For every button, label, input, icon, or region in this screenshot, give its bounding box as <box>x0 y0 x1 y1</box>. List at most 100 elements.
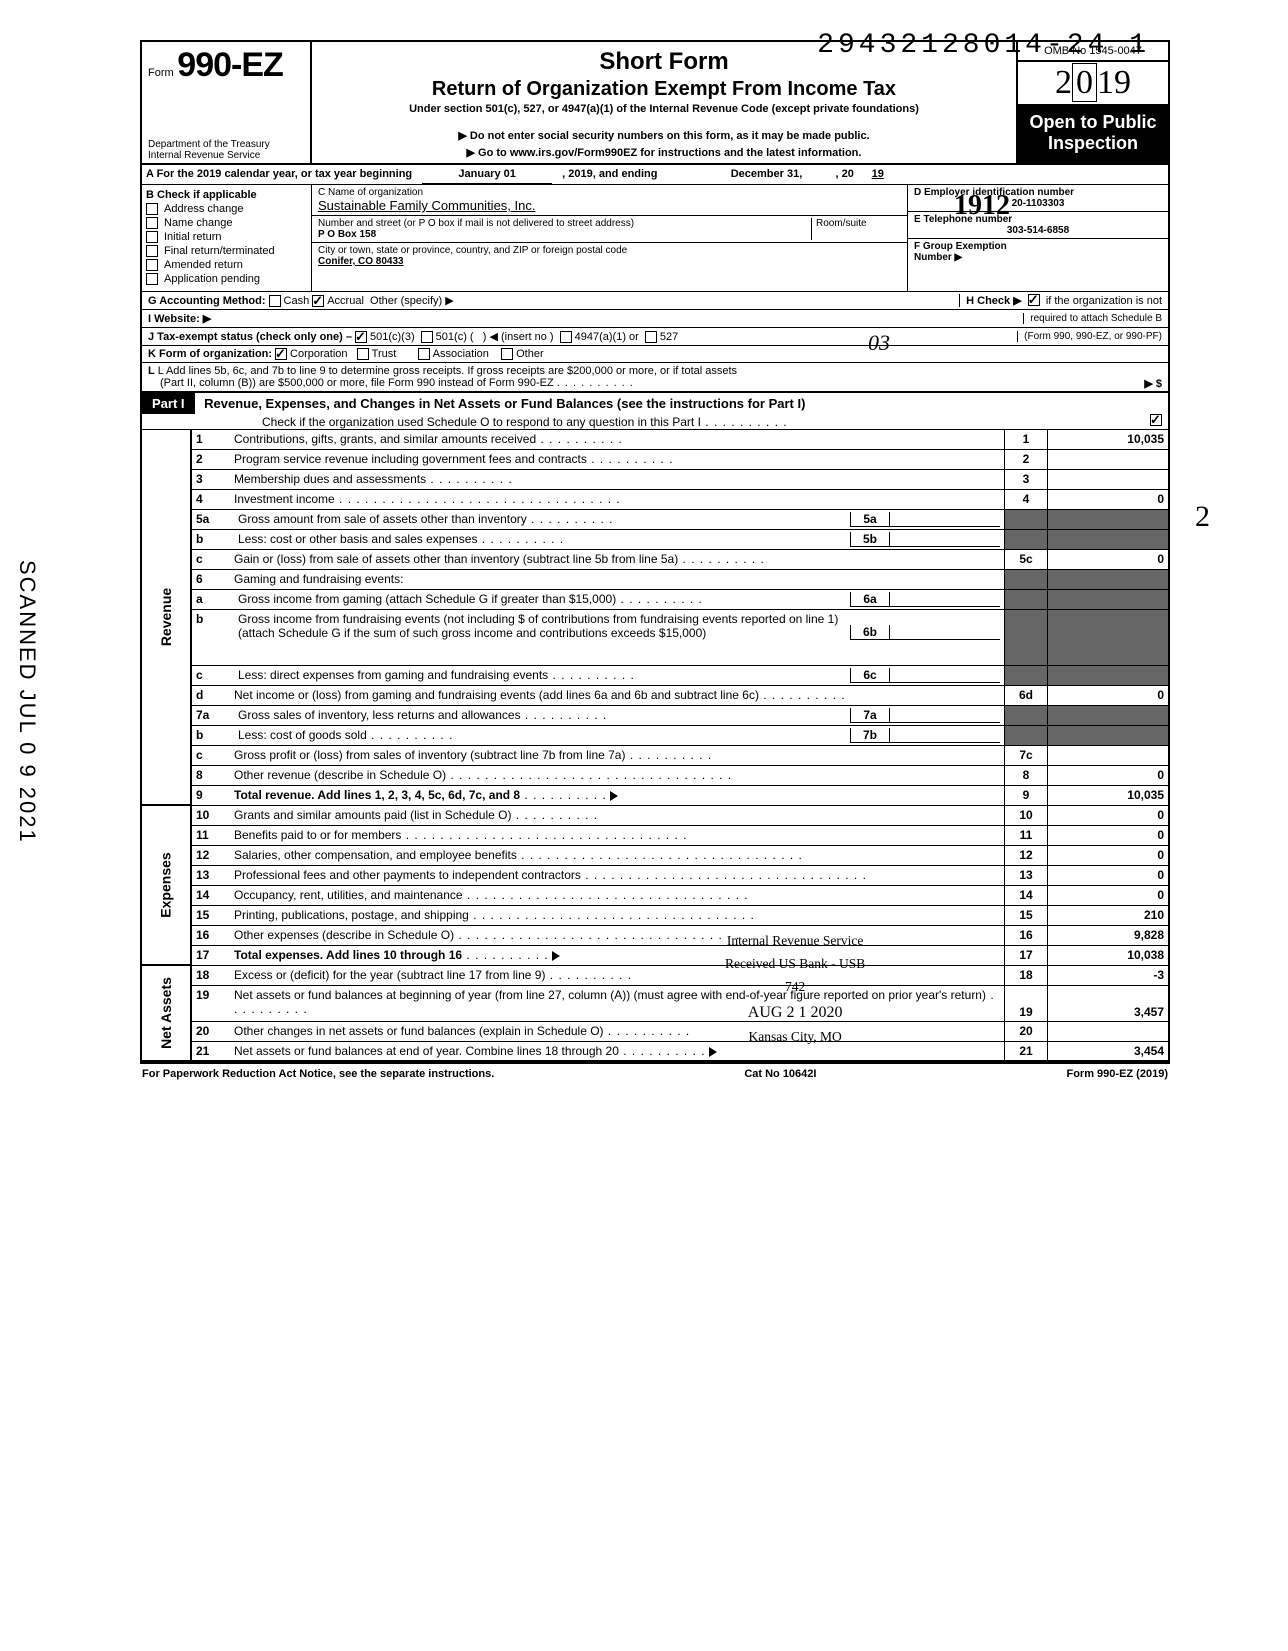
form-prefix: Form <box>148 67 174 79</box>
chk-4947[interactable] <box>560 331 572 343</box>
row-k: K Form of organization: Corporation Trus… <box>142 346 1168 363</box>
instr-ssn: ▶ Do not enter social security numbers o… <box>320 129 1008 142</box>
line-15-value[interactable]: 210 <box>1048 906 1168 926</box>
chk-sched-b[interactable] <box>1028 294 1040 306</box>
d-label: D Employer identification number <box>914 187 1162 198</box>
k-label: K Form of organization: <box>148 348 272 360</box>
j-label: J Tax-exempt status (check only one) – <box>148 331 352 343</box>
addr-label: Number and street (or P O box if mail is… <box>318 218 811 229</box>
row-g: G Accounting Method: Cash Accrual Other … <box>142 291 1168 310</box>
chk-accrual[interactable] <box>312 295 324 307</box>
open-public: Open to Public Inspection <box>1018 106 1168 163</box>
chk-initial-return[interactable]: Initial return <box>146 231 307 243</box>
line-11-value[interactable]: 0 <box>1048 826 1168 846</box>
c-label: C Name of organization <box>318 187 901 198</box>
line-18-value[interactable]: -3 <box>1048 966 1168 986</box>
chk-cash[interactable] <box>269 295 281 307</box>
row-j: J Tax-exempt status (check only one) – 5… <box>142 328 1168 346</box>
chk-501c[interactable] <box>421 331 433 343</box>
row-a: A For the 2019 calendar year, or tax yea… <box>142 165 1168 185</box>
footer-row: For Paperwork Reduction Act Notice, see … <box>140 1064 1170 1084</box>
org-name[interactable]: Sustainable Family Communities, Inc. <box>318 198 901 213</box>
dept-irs: Internal Revenue Service <box>148 151 304 162</box>
col-def: D Employer identification number 20-1103… <box>908 185 1168 291</box>
chk-other-org[interactable] <box>501 348 513 360</box>
handwritten-1912: 1912 <box>954 190 1010 222</box>
chk-amended[interactable]: Amended return <box>146 259 307 271</box>
dept-block: Department of the Treasury Internal Reve… <box>148 140 304 161</box>
f-block: F Group Exemption Number ▶ <box>908 239 1168 265</box>
line-1-value[interactable]: 10,035 <box>1048 430 1168 450</box>
end-year[interactable]: 19 <box>858 165 888 184</box>
line-9-value[interactable]: 10,035 <box>1048 786 1168 806</box>
chk-pending[interactable]: Application pending <box>146 273 307 285</box>
col-c: C Name of organization Sustainable Famil… <box>312 185 908 291</box>
line-13-value[interactable]: 0 <box>1048 866 1168 886</box>
form-page: 29432128014-24 1 SCANNED JUL 0 9 2021 2 … <box>140 40 1170 1084</box>
part1-title: Revenue, Expenses, and Changes in Net As… <box>198 396 805 411</box>
chk-name-change[interactable]: Name change <box>146 217 307 229</box>
city-block: City or town, state or province, country… <box>312 243 907 269</box>
part1-header: Part I Revenue, Expenses, and Changes in… <box>142 391 1168 430</box>
line-8-value[interactable]: 0 <box>1048 766 1168 786</box>
line-14-value[interactable]: 0 <box>1048 886 1168 906</box>
e-block: E Telephone number 303-514-6858 <box>908 212 1168 239</box>
row-l: L L Add lines 5b, 6c, and 7b to line 9 t… <box>142 363 1168 391</box>
h-block: H Check ▶ if the organization is not <box>959 294 1162 307</box>
line-17-value[interactable]: 10,038 <box>1048 946 1168 966</box>
side-revenue: Revenue <box>142 430 192 806</box>
begin-date[interactable]: January 01 <box>422 165 552 184</box>
line-5c-value[interactable]: 0 <box>1048 550 1168 570</box>
lines-grid: Revenue 1 Contributions, gifts, grants, … <box>142 430 1168 1062</box>
instr-url: ▶ Go to www.irs.gov/Form990EZ for instru… <box>320 146 1008 159</box>
chk-address-change[interactable]: Address change <box>146 203 307 215</box>
chk-501c3[interactable] <box>355 331 367 343</box>
col-b: B Check if applicable Address change Nam… <box>142 185 312 291</box>
ein-value[interactable]: 20-1103303 <box>914 198 1162 209</box>
chk-final-return[interactable]: Final return/terminated <box>146 245 307 257</box>
room-label: Room/suite <box>816 218 901 229</box>
form-number: 990-EZ <box>177 67 283 79</box>
website-label: I Website: ▶ <box>148 312 211 325</box>
handwritten-03: 03 <box>868 330 890 356</box>
side-expenses: Expenses <box>142 806 192 966</box>
row-a-suffix: , 20 <box>832 165 858 184</box>
line-6d-value[interactable]: 0 <box>1048 686 1168 706</box>
chk-527[interactable] <box>645 331 657 343</box>
form-container: Form 990-EZ Department of the Treasury I… <box>140 40 1170 1064</box>
addr-block: Number and street (or P O box if mail is… <box>312 216 907 243</box>
line-16-value[interactable]: 9,828 <box>1048 926 1168 946</box>
title-subtitle: Under section 501(c), 527, or 4947(a)(1)… <box>320 103 1008 115</box>
footer-mid: Cat No 10642I <box>744 1068 816 1080</box>
line-3-value[interactable] <box>1048 470 1168 490</box>
chk-assoc[interactable] <box>418 348 430 360</box>
addr-value[interactable]: P O Box 158 <box>318 229 811 240</box>
f-label: F Group Exemption <box>914 241 1162 252</box>
line-12-value[interactable]: 0 <box>1048 846 1168 866</box>
line-19-value[interactable]: 3,457 <box>1048 986 1168 1022</box>
e-label: E Telephone number <box>914 214 1162 225</box>
footer-right: Form 990-EZ (2019) <box>1066 1068 1168 1080</box>
part1-badge: Part I <box>142 393 195 414</box>
row-i: I Website: ▶ required to attach Schedule… <box>142 310 1168 328</box>
g-label: G Accounting Method: <box>148 295 266 307</box>
line-21-value[interactable]: 3,454 <box>1048 1042 1168 1062</box>
line-10-value[interactable]: 0 <box>1048 806 1168 826</box>
phone-value[interactable]: 303-514-6858 <box>914 225 1162 236</box>
line-4-value[interactable]: 0 <box>1048 490 1168 510</box>
end-date[interactable]: December 31, <box>702 165 832 184</box>
title-return: Return of Organization Exempt From Incom… <box>320 78 1008 101</box>
chk-corp[interactable] <box>275 348 287 360</box>
section-bcdef: B Check if applicable Address change Nam… <box>142 185 1168 291</box>
line-7c-value[interactable] <box>1048 746 1168 766</box>
chk-trust[interactable] <box>357 348 369 360</box>
line-2-value[interactable] <box>1048 450 1168 470</box>
part1-sub: Check if the organization used Schedule … <box>142 415 788 429</box>
city-value[interactable]: Conifer, CO 80433 <box>318 256 901 267</box>
d-block: D Employer identification number 20-1103… <box>908 185 1168 212</box>
footer-left: For Paperwork Reduction Act Notice, see … <box>142 1068 494 1080</box>
dept-treasury: Department of the Treasury <box>148 140 304 151</box>
line-20-value[interactable] <box>1048 1022 1168 1042</box>
chk-schedule-o[interactable] <box>1150 414 1162 426</box>
scanned-stamp: SCANNED JUL 0 9 2021 <box>14 560 40 844</box>
